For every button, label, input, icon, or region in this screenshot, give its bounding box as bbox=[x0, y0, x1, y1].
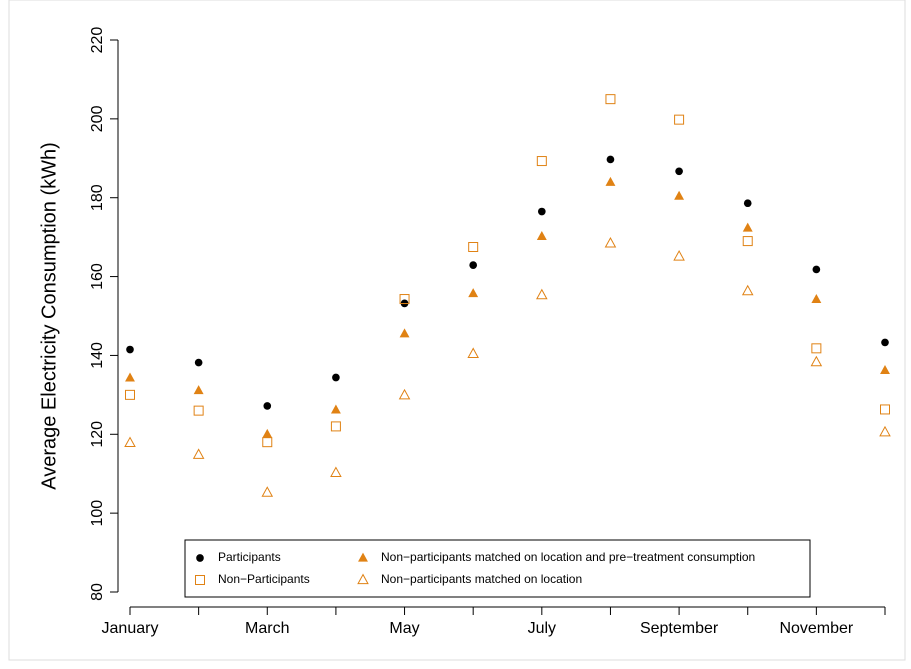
x-tick-label: November bbox=[779, 620, 853, 637]
point bbox=[261, 486, 274, 497]
point bbox=[742, 236, 753, 247]
point bbox=[262, 428, 273, 438]
point bbox=[674, 114, 685, 125]
point bbox=[673, 250, 685, 261]
point bbox=[741, 284, 754, 296]
point bbox=[124, 436, 136, 448]
point bbox=[469, 261, 478, 269]
point bbox=[537, 207, 546, 216]
legend-label: Participants bbox=[218, 550, 281, 564]
legend-label: Non−Participants bbox=[218, 572, 310, 586]
point bbox=[398, 388, 411, 400]
legend-symbol bbox=[196, 554, 204, 562]
point bbox=[536, 230, 547, 240]
point bbox=[468, 242, 479, 252]
frame bbox=[8, 0, 906, 661]
point bbox=[880, 404, 890, 415]
y-tick-label: 140 bbox=[89, 342, 106, 369]
legend-box bbox=[184, 539, 811, 598]
point bbox=[467, 347, 479, 358]
point bbox=[606, 155, 615, 164]
point bbox=[536, 288, 548, 300]
point bbox=[330, 466, 342, 478]
y-tick-label: 100 bbox=[89, 500, 106, 527]
point bbox=[399, 328, 410, 338]
legend-label: Non−participants matched on location and… bbox=[381, 550, 755, 564]
point bbox=[125, 372, 135, 382]
point bbox=[193, 405, 204, 416]
point bbox=[468, 288, 479, 298]
point bbox=[810, 355, 823, 367]
point bbox=[332, 373, 340, 382]
legend-label: Non−participants matched on location bbox=[381, 572, 582, 586]
legend-symbol bbox=[195, 575, 205, 585]
x-tick-label: January bbox=[102, 620, 159, 637]
y-tick-label: 120 bbox=[89, 421, 106, 448]
point bbox=[399, 294, 410, 305]
point bbox=[604, 237, 617, 248]
point bbox=[536, 156, 547, 167]
point bbox=[812, 265, 821, 274]
x-tick-label: September bbox=[640, 620, 719, 637]
point bbox=[811, 294, 822, 304]
legend-symbol bbox=[358, 552, 368, 562]
point bbox=[125, 389, 135, 400]
y-tick-label: 180 bbox=[89, 184, 106, 211]
point bbox=[675, 167, 683, 176]
point bbox=[674, 190, 685, 200]
point bbox=[605, 94, 616, 105]
point bbox=[742, 222, 753, 232]
x-tick-label: May bbox=[389, 620, 419, 637]
point bbox=[605, 176, 616, 186]
point bbox=[192, 448, 205, 459]
point bbox=[811, 343, 822, 354]
y-axis-title: Average Electricity Consumption (kWh) bbox=[38, 142, 60, 490]
point bbox=[263, 402, 272, 410]
point bbox=[330, 421, 341, 432]
y-tick-label: 160 bbox=[89, 263, 106, 290]
y-tick-label: 220 bbox=[89, 27, 106, 54]
point bbox=[126, 345, 134, 354]
point bbox=[743, 199, 752, 208]
legend-symbol bbox=[357, 573, 369, 585]
y-tick-label: 80 bbox=[89, 583, 106, 601]
point bbox=[330, 404, 341, 414]
point bbox=[879, 425, 891, 437]
point bbox=[194, 358, 203, 367]
point bbox=[262, 437, 273, 448]
point bbox=[880, 365, 890, 375]
x-tick-label: July bbox=[528, 620, 556, 637]
point bbox=[881, 338, 889, 347]
y-tick-label: 200 bbox=[89, 105, 106, 132]
x-tick-label: March bbox=[245, 620, 289, 637]
point bbox=[193, 385, 204, 395]
